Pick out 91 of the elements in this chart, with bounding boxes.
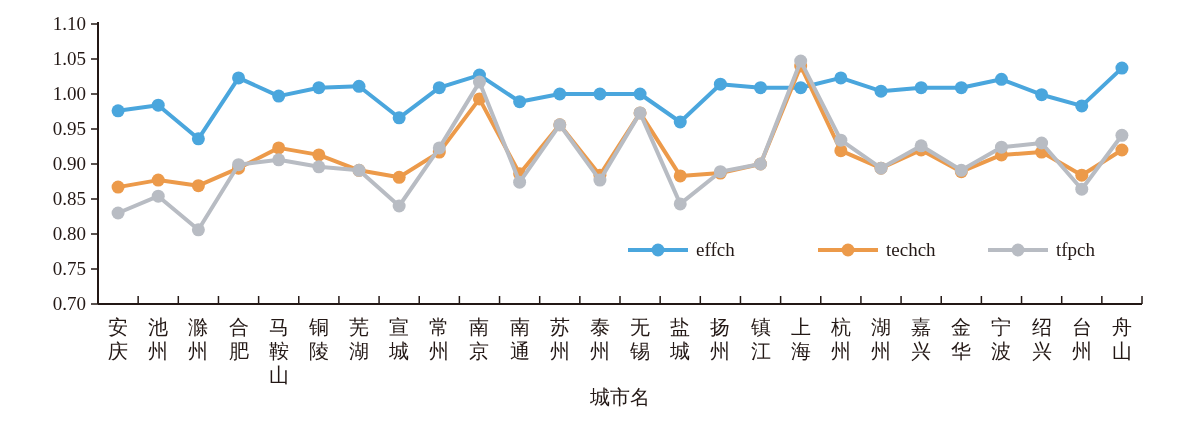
point bbox=[593, 87, 607, 101]
point bbox=[1115, 143, 1129, 157]
x-tick-label: 嘉兴 bbox=[911, 316, 932, 362]
point bbox=[272, 89, 286, 103]
x-tick-label: 泰州 bbox=[589, 316, 610, 362]
point bbox=[392, 111, 406, 125]
x-tick-label: 杭州 bbox=[829, 316, 851, 362]
point bbox=[794, 54, 808, 68]
point bbox=[232, 71, 246, 85]
legend-label: techch bbox=[886, 239, 937, 260]
x-tick-label: 扬州 bbox=[710, 316, 731, 362]
point bbox=[111, 104, 125, 118]
point bbox=[1035, 88, 1049, 102]
point bbox=[312, 160, 326, 174]
point bbox=[111, 180, 125, 194]
y-tick-label: 1.05 bbox=[52, 48, 86, 69]
legend-label: tfpch bbox=[1056, 239, 1096, 260]
y-tick-label: 0.95 bbox=[52, 118, 86, 139]
x-tick-label: 宣城 bbox=[388, 316, 410, 362]
y-tick-label: 0.90 bbox=[52, 153, 86, 174]
x-tick-label: 苏州 bbox=[549, 316, 570, 362]
x-tick-label: 南京 bbox=[469, 316, 490, 362]
point bbox=[994, 72, 1008, 86]
x-axis-title: 城市名 bbox=[589, 386, 650, 408]
x-tick-label: 宁波 bbox=[991, 316, 1012, 362]
x-tick-label: 池州 bbox=[148, 316, 169, 362]
point bbox=[312, 81, 326, 95]
point bbox=[553, 87, 567, 101]
point bbox=[352, 79, 366, 93]
x-tick-label: 无锡 bbox=[629, 316, 651, 362]
point bbox=[754, 81, 768, 95]
x-tick-label: 常州 bbox=[429, 316, 450, 362]
x-tick-label: 滁州 bbox=[188, 316, 209, 362]
x-tick-label: 马鞍山 bbox=[268, 316, 289, 386]
point bbox=[673, 197, 687, 211]
x-tick-label: 镇江 bbox=[749, 316, 771, 362]
point bbox=[914, 139, 928, 153]
point bbox=[312, 148, 326, 162]
point bbox=[1075, 182, 1089, 196]
point bbox=[994, 140, 1008, 154]
point bbox=[111, 206, 125, 220]
legend-label: effch bbox=[696, 239, 736, 260]
y-tick-label: 1.10 bbox=[52, 13, 86, 34]
point bbox=[392, 199, 406, 213]
y-tick-label: 0.70 bbox=[52, 293, 86, 314]
point bbox=[272, 141, 286, 155]
x-tick-label: 南通 bbox=[509, 316, 530, 362]
x-tick-label: 盐城 bbox=[669, 316, 691, 362]
point bbox=[191, 179, 205, 193]
point bbox=[513, 175, 527, 189]
x-tick-label: 台州 bbox=[1071, 316, 1092, 362]
point bbox=[794, 81, 808, 95]
point bbox=[432, 81, 446, 95]
point bbox=[874, 84, 888, 98]
point bbox=[914, 81, 928, 95]
point bbox=[1075, 99, 1089, 113]
point bbox=[432, 141, 446, 155]
point bbox=[713, 77, 727, 91]
point bbox=[834, 71, 848, 85]
point bbox=[593, 173, 607, 187]
y-tick-label: 0.85 bbox=[52, 188, 86, 209]
point bbox=[633, 87, 647, 101]
x-tick-label: 绍兴 bbox=[1031, 316, 1052, 362]
point bbox=[1115, 61, 1129, 75]
point bbox=[1115, 128, 1129, 142]
x-tick-label: 铜陵 bbox=[307, 316, 329, 362]
point bbox=[191, 223, 205, 237]
x-tick-label: 舟山 bbox=[1111, 316, 1132, 362]
point bbox=[392, 170, 406, 184]
point bbox=[1035, 136, 1049, 150]
x-tick-label: 安庆 bbox=[108, 316, 129, 362]
y-tick-label: 0.75 bbox=[52, 258, 86, 279]
point bbox=[472, 75, 486, 89]
point bbox=[1075, 168, 1089, 182]
x-tick-label: 合肥 bbox=[228, 316, 249, 362]
point bbox=[513, 95, 527, 109]
point bbox=[673, 169, 687, 183]
x-tick-label: 上海 bbox=[790, 316, 811, 362]
point bbox=[151, 98, 165, 112]
point bbox=[272, 153, 286, 167]
x-tick-label: 芜湖 bbox=[349, 316, 369, 362]
y-tick-label: 0.80 bbox=[52, 223, 86, 244]
point bbox=[954, 81, 968, 95]
point bbox=[673, 115, 687, 129]
point bbox=[151, 189, 165, 203]
x-tick-label: 金华 bbox=[951, 316, 972, 362]
point bbox=[834, 133, 848, 147]
point bbox=[191, 132, 205, 146]
y-tick-label: 1.00 bbox=[52, 83, 86, 104]
point bbox=[151, 173, 165, 187]
x-tick-label: 湖州 bbox=[871, 316, 891, 362]
